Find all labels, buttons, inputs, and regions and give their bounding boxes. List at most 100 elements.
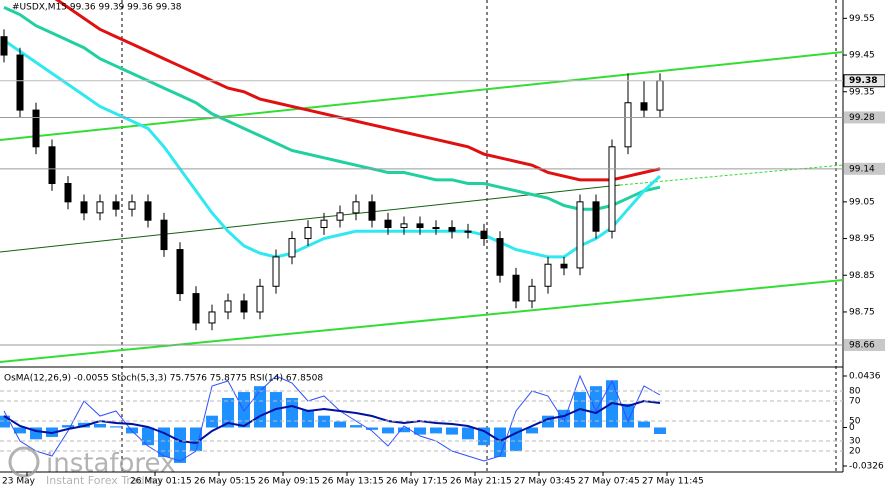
- osma-bar: [398, 427, 410, 433]
- y-tick-label: 99.35: [849, 87, 875, 97]
- osma-bar: [654, 427, 666, 434]
- x-tick-label: 26 May 17:15: [386, 477, 448, 487]
- candle-body: [160, 219, 168, 251]
- y-tick-label: 99.55: [849, 14, 875, 24]
- candle-body: [368, 201, 376, 221]
- osma-bar: [302, 409, 314, 428]
- candle-body: [336, 212, 344, 221]
- level-label-box: [844, 162, 885, 175]
- candle-body: [576, 201, 584, 269]
- level-label-box: [844, 338, 885, 351]
- candle-body: [240, 300, 248, 313]
- x-tick-label: 27 May 07:45: [578, 477, 640, 487]
- candle-body: [448, 227, 456, 232]
- candle-body: [256, 285, 264, 313]
- osma-bar: [14, 427, 26, 434]
- candle-body: [192, 293, 200, 324]
- y-tick-label: 98.85: [849, 271, 875, 281]
- chart-title: #USDX,M15 99.36 99.39 99.36 99.38: [12, 3, 182, 13]
- candle-body: [288, 238, 296, 258]
- candle-body: [528, 285, 536, 302]
- candle-body: [32, 109, 40, 148]
- y-tick-label: 98.95: [849, 234, 875, 244]
- osma-bar: [0, 415, 10, 428]
- osma-bar: [30, 427, 42, 440]
- x-tick-label: 27 May 11:45: [642, 477, 704, 487]
- indicator-tick-label: 80: [849, 387, 861, 397]
- osma-bar: [494, 427, 506, 458]
- candle-body: [80, 201, 88, 214]
- osma-bar: [542, 415, 554, 428]
- candle-body: [224, 300, 232, 313]
- candle-body: [96, 201, 104, 214]
- osma-bar: [526, 427, 538, 434]
- candle-body: [544, 263, 552, 287]
- watermark-logo: instaforex Instant Forex Trading: [8, 446, 175, 487]
- osma-bar: [238, 392, 250, 428]
- y-tick-label: 99.45: [849, 51, 875, 61]
- candle-body: [48, 146, 56, 185]
- osma-bar: [286, 397, 298, 428]
- candle-body: [112, 201, 120, 210]
- candle-body: [176, 249, 184, 295]
- osma-bar: [558, 409, 570, 428]
- last-price-label: 99.38: [849, 76, 877, 86]
- osma-bar: [462, 427, 474, 440]
- osma-bar: [622, 403, 634, 428]
- candle-body: [656, 80, 664, 111]
- candle-body: [432, 227, 440, 230]
- osma-bar: [222, 397, 234, 428]
- x-tick-label: 27 May 03:45: [514, 477, 576, 487]
- candle-body: [592, 201, 600, 232]
- candle-body: [496, 238, 504, 276]
- x-tick-label: 26 May 09:15: [258, 477, 320, 487]
- osma-bar: [590, 386, 602, 428]
- candle-body: [272, 256, 280, 287]
- candle-body: [128, 201, 136, 210]
- candle-body: [208, 311, 216, 324]
- trend-line: [0, 279, 843, 363]
- candle-body: [624, 102, 632, 148]
- level-label: 99.14: [849, 164, 875, 174]
- level-label: 98.66: [849, 340, 875, 350]
- candle-body: [304, 227, 312, 240]
- candle-body: [144, 201, 152, 221]
- x-tick-label: 26 May 01:15: [130, 477, 192, 487]
- last-price-box: [843, 74, 885, 88]
- level-label: 99.28: [849, 113, 875, 123]
- candle-body: [640, 102, 648, 111]
- osma-bar: [206, 415, 218, 428]
- candle-body: [64, 183, 72, 203]
- y-tick-label: 98.75: [849, 307, 875, 317]
- y-tick-label: 99.05: [849, 197, 875, 207]
- x-tick-label: 23 May: [2, 477, 36, 487]
- osma-bar: [334, 421, 346, 428]
- osma-bar: [318, 415, 330, 428]
- candle-body: [416, 223, 424, 229]
- indicator-tick-label: 70: [849, 397, 861, 407]
- trend-line: [0, 184, 621, 253]
- indicator-tick-label: 30: [849, 437, 861, 447]
- candle-body: [480, 230, 488, 240]
- osma-bar: [350, 425, 362, 428]
- candle-body: [608, 146, 616, 232]
- indicator-tick-label: 50: [849, 417, 861, 427]
- candle-body: [512, 274, 520, 302]
- moving-average: [3, 5, 661, 211]
- rsi-line: [3, 399, 661, 445]
- osma-bar: [366, 427, 378, 430]
- osma-tick-label: -0.0326: [849, 462, 884, 472]
- candle-body: [352, 201, 360, 214]
- watermark: instaforex: [46, 449, 175, 479]
- x-tick-label: 26 May 13:15: [322, 477, 384, 487]
- candle-body: [16, 54, 24, 111]
- stoch-line: [3, 374, 661, 462]
- osma-bar: [446, 427, 458, 435]
- osma-bar: [382, 427, 394, 434]
- osma-bar: [94, 423, 106, 428]
- moving-average: [3, 39, 662, 259]
- osma-bar: [62, 425, 74, 428]
- candle-body: [464, 230, 472, 233]
- candle-body: [384, 219, 392, 229]
